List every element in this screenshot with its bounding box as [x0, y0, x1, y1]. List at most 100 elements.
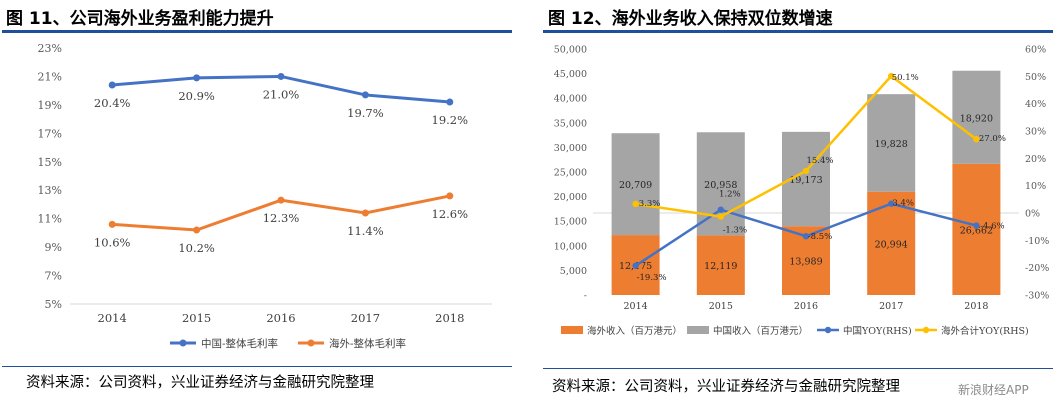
y2-tick-label: 10%	[1025, 181, 1046, 192]
y-tick-label: 9%	[45, 241, 62, 254]
data-label: 19.2%	[432, 113, 469, 127]
y2-tick-label: 0%	[1025, 209, 1040, 220]
yoy-label: 3.4%	[892, 199, 914, 209]
series-point	[108, 81, 116, 89]
legend-label: 海外合计YOY(RHS)	[941, 325, 1029, 337]
bar-label-china: 18,920	[960, 113, 993, 124]
y-tick-label: 25,000	[554, 168, 587, 179]
watermark: 新浪财经APP	[958, 383, 1029, 397]
left-line-chart: 5% 7% 9% 11% 13% 15% 17% 19% 21% 23% 2014 2015 2016 2…	[38, 42, 492, 350]
right-combo-chart: - 5,000 10,000 15,000 20,000 25,000 30,000 35,0…	[554, 45, 1050, 338]
legend-marker	[307, 339, 315, 347]
y2-tick-label: 30%	[1025, 127, 1046, 138]
legend-label: 中国YOY(RHS)	[843, 325, 912, 337]
data-label: 12.6%	[432, 207, 469, 221]
y-tick-label: 7%	[45, 270, 62, 283]
series-point	[446, 192, 454, 200]
x-tick-label: 2018	[964, 301, 988, 312]
x-tick-label: 2014	[98, 311, 127, 325]
legend-marker	[922, 326, 930, 334]
y-tick-label: 5,000	[560, 266, 587, 277]
y-tick-label: 13%	[38, 184, 62, 197]
x-tick-label: 2018	[435, 311, 464, 325]
y2-tick-label: -30%	[1025, 291, 1049, 302]
legend-label: 海外-整体毛利率	[329, 337, 406, 350]
bar-label-overseas: 26,662	[960, 225, 993, 236]
y2-tick-label: -10%	[1025, 236, 1049, 247]
data-label: 11.4%	[347, 224, 384, 238]
series-point	[277, 72, 285, 80]
y-tick-label: 5%	[45, 298, 62, 311]
y2-tick-label: 20%	[1025, 154, 1046, 165]
bar-china-revenue	[952, 70, 1001, 164]
series-point	[973, 222, 980, 229]
y-tick-label: 15,000	[554, 217, 587, 228]
y-tick-label: 50,000	[554, 45, 587, 56]
series-point	[361, 209, 369, 217]
bar-overseas-revenue	[952, 163, 1001, 295]
right-source-rule	[543, 368, 1053, 369]
y2-tick-label: 60%	[1025, 45, 1046, 56]
series-point	[193, 74, 201, 82]
bar-label-china: 20,709	[619, 180, 652, 191]
data-label: 19.7%	[347, 106, 384, 120]
x-tick-label: 2017	[351, 311, 380, 325]
y2-tick-label: 50%	[1025, 72, 1046, 83]
yoy-label: 15.4%	[806, 156, 833, 166]
data-label: 12.3%	[263, 211, 300, 225]
y-tick-label: 17%	[38, 127, 62, 140]
data-label: 20.9%	[178, 89, 215, 103]
y-tick-label: 35,000	[554, 118, 587, 129]
bar-label-china: 19,173	[789, 175, 822, 186]
right-chart-title: 图 12、海外业务收入保持双位数增速	[548, 9, 833, 29]
series-point	[446, 98, 454, 106]
x-tick-label: 2016	[266, 311, 295, 325]
series-point	[632, 200, 639, 208]
bar-label-overseas: 13,989	[789, 257, 822, 268]
series-point	[973, 136, 980, 143]
series-point	[717, 213, 724, 220]
y-tick-label: 23%	[38, 42, 62, 55]
y-tick-label: 21%	[38, 70, 62, 83]
legend-swatch	[687, 326, 709, 334]
yoy-label: 27.0%	[979, 134, 1006, 144]
bar-label-overseas: 12,119	[704, 261, 737, 272]
legend-label: 中国收入（百万港元）	[713, 325, 808, 337]
series-point	[888, 200, 895, 207]
y-tick-label: 45,000	[554, 69, 587, 80]
x-tick-label: 2016	[794, 301, 818, 312]
series-point	[193, 226, 201, 234]
data-label: 10.6%	[94, 235, 131, 249]
x-tick-label: 2014	[624, 301, 648, 312]
bar-overseas-revenue	[696, 235, 745, 295]
y-tick-label: 20,000	[554, 192, 587, 203]
yoy-label: 3.3%	[639, 199, 661, 209]
series-point	[632, 262, 639, 269]
series-point	[802, 233, 810, 240]
y-tick-label: 10,000	[554, 241, 587, 252]
right-title-rule	[543, 30, 1053, 33]
legend-label: 中国-整体毛利率	[201, 337, 278, 350]
bar-china-revenue	[867, 94, 916, 192]
left-chart-title: 图 11、公司海外业务盈利能力提升	[6, 9, 274, 29]
y2-tick-label: 40%	[1025, 99, 1046, 110]
series-point	[802, 167, 810, 175]
left-source-note: 资料来源：公司资料，兴业证券经济与金融研究院整理	[26, 375, 374, 391]
legend-marker	[824, 326, 832, 334]
series-point	[277, 196, 285, 204]
data-label: 20.4%	[94, 96, 131, 110]
yoy-label: 50.1%	[892, 73, 919, 83]
yoy-label: -4.6%	[980, 222, 1004, 232]
x-tick-label: 2015	[709, 301, 733, 312]
series-point	[108, 220, 116, 228]
y-tick-label: 11%	[38, 213, 62, 226]
y-tick-label: -	[584, 291, 587, 302]
yoy-label: -8.5%	[808, 232, 832, 242]
bar-label-overseas: 20,994	[875, 239, 908, 250]
series-point	[717, 206, 724, 213]
y-tick-label: 19%	[38, 99, 62, 112]
series-point	[361, 91, 369, 99]
x-tick-label: 2015	[182, 311, 211, 325]
y2-tick-label: -20%	[1025, 263, 1049, 274]
yoy-label: -1.3%	[723, 226, 747, 236]
